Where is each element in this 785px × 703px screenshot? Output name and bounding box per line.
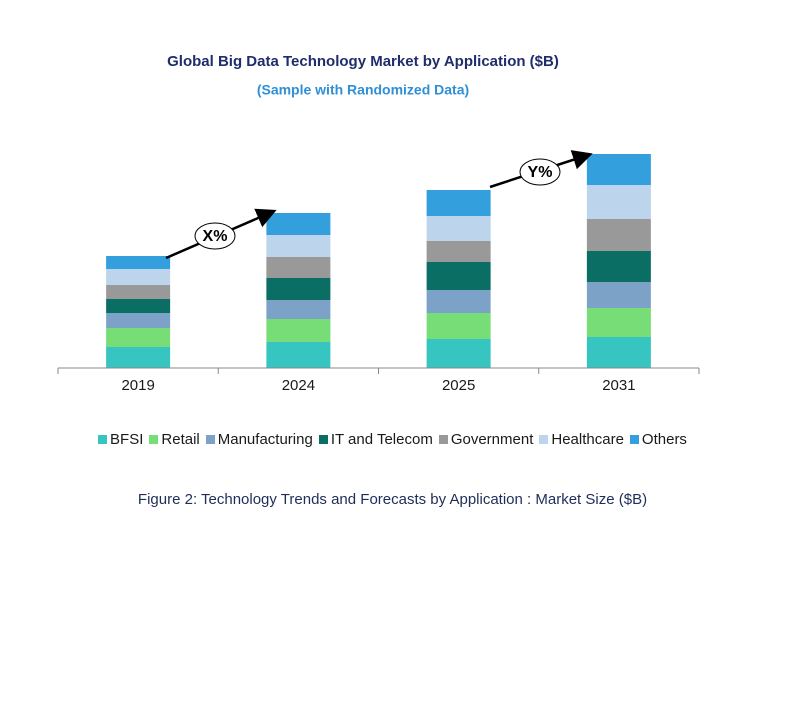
x-tick-label: 2019	[121, 377, 154, 394]
bar-segment	[586, 337, 651, 368]
bar-segment	[586, 308, 651, 337]
legend-item: Manufacturing	[205, 431, 313, 448]
chart-title: Global Big Data Technology Market by App…	[167, 53, 559, 70]
legend-item: IT and Telecom	[318, 431, 433, 448]
legend-label: Others	[641, 431, 687, 448]
bar-segment	[266, 342, 331, 368]
bar-segment	[106, 299, 171, 313]
legend-label: Government	[450, 431, 534, 448]
bar-segment	[106, 347, 171, 368]
bar-segment	[266, 213, 331, 235]
bar-segment	[106, 285, 171, 299]
legend-item: BFSI	[98, 431, 143, 448]
bar-segment	[106, 256, 171, 269]
legend: BFSI Retail Manufacturing IT and Telecom Gov…	[0, 431, 785, 448]
annotation-bubble	[194, 222, 236, 250]
bar-segment	[426, 216, 491, 241]
legend-item: Retail	[149, 431, 200, 448]
legend-label: BFSI	[110, 431, 144, 448]
legend-swatch	[98, 435, 108, 444]
bar-segment	[266, 278, 331, 300]
chart-subtitle: (Sample with Randomized Data)	[257, 82, 469, 98]
bar-segment	[426, 241, 491, 262]
bar-segment	[586, 282, 651, 308]
legend-swatch	[205, 435, 215, 444]
bar-segment	[266, 257, 331, 278]
bar-segment	[106, 328, 171, 347]
x-tick-label: 2025	[442, 377, 475, 394]
legend-item: Government	[438, 431, 534, 448]
legend-label: Retail	[161, 431, 200, 448]
legend-label: Healthcare	[551, 431, 624, 448]
bar-segment	[586, 219, 651, 251]
bar-segment	[426, 190, 491, 216]
bar-segment	[426, 339, 491, 368]
bar-segment	[266, 235, 331, 257]
bar-segment	[426, 262, 491, 290]
legend-label: Manufacturing	[217, 431, 313, 448]
legend-item: Others	[629, 431, 687, 448]
legend-swatch	[539, 435, 549, 444]
legend-swatch	[438, 435, 448, 444]
bar-segment	[586, 251, 651, 282]
bar-segment	[586, 154, 651, 185]
legend-label: IT and Telecom	[330, 431, 433, 448]
bar-segment	[426, 313, 491, 339]
annotation-bubble	[519, 158, 561, 186]
legend-item: Healthcare	[539, 431, 624, 448]
legend-swatch	[629, 435, 639, 444]
bar-segment	[586, 185, 651, 219]
bar-segment	[266, 319, 331, 342]
annotation: Y%	[528, 164, 553, 181]
caption: Figure 2: Technology Trends and Forecast…	[137, 491, 648, 508]
bar-segment	[266, 300, 331, 319]
annotation: X%	[203, 228, 228, 245]
x-tick-label: 2031	[602, 377, 635, 394]
x-tick-label: 2024	[282, 377, 315, 394]
legend-swatch	[149, 435, 159, 444]
bar-segment	[106, 269, 171, 285]
legend-swatch	[318, 435, 328, 444]
bar-segment	[426, 290, 491, 313]
bar-segment	[106, 313, 171, 328]
